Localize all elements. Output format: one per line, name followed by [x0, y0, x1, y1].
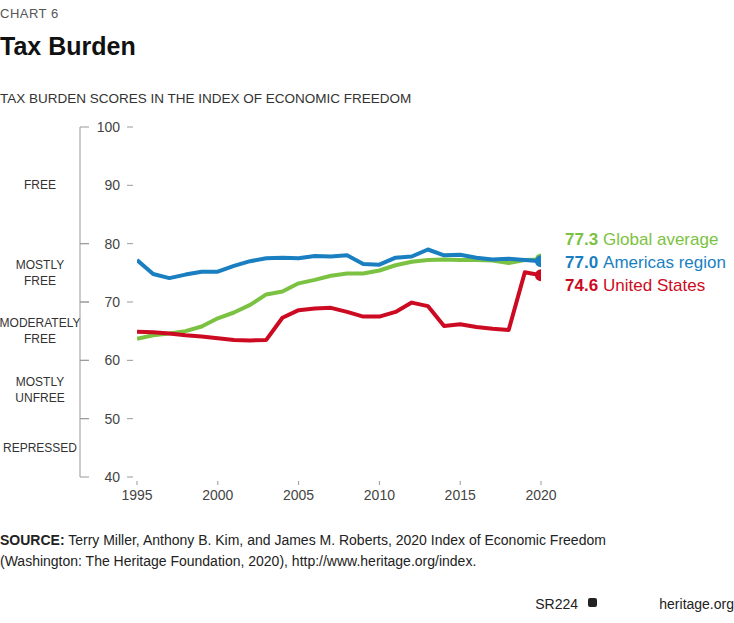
band-tick	[80, 418, 89, 419]
report-id: SR224	[535, 596, 578, 612]
end-dot	[535, 269, 541, 281]
x-tick	[460, 481, 461, 485]
y-tick	[127, 243, 133, 244]
x-tick	[217, 481, 218, 485]
band-label-line: MOSTLY	[16, 375, 64, 389]
end-value: 77.3	[565, 230, 598, 249]
source-label: SOURCE:	[0, 532, 65, 548]
y-tick-label: 90	[104, 177, 120, 193]
band-label-line: UNFREE	[15, 391, 64, 405]
site: heritage.org	[659, 596, 734, 612]
band-label: MOSTLY UNFREE	[15, 375, 64, 405]
band-label: MOSTLY FREE	[16, 258, 64, 288]
band-label-line: FREE	[24, 332, 56, 346]
plot-area	[137, 250, 541, 341]
legend-entry: 77.3 Global average	[565, 230, 718, 249]
bell-icon	[588, 598, 597, 607]
band-tick	[80, 302, 89, 303]
x-tick	[379, 481, 380, 485]
source-text: Terry Miller, Anthony B. Kim, and James …	[0, 532, 606, 569]
band-bracket	[80, 127, 81, 477]
x-tick	[137, 481, 138, 485]
band-tick	[80, 477, 89, 478]
source: SOURCE: Terry Miller, Anthony B. Kim, an…	[0, 530, 640, 572]
band-label-line: FREE	[24, 178, 56, 192]
y-tick	[127, 360, 133, 361]
subtitle: TAX BURDEN SCORES IN THE INDEX OF ECONOM…	[0, 91, 411, 106]
y-tick-label: 80	[104, 236, 120, 252]
end-value: 77.0	[565, 253, 598, 272]
band-label-line: MOSTLY	[16, 258, 64, 272]
band-tick	[80, 302, 89, 303]
band-tick	[80, 127, 89, 128]
end-value: 74.6	[565, 276, 598, 295]
series-line	[137, 272, 541, 340]
title: Tax Burden	[0, 32, 136, 60]
x-tick-label: 2005	[283, 487, 314, 503]
y-tick-label: 50	[104, 411, 120, 427]
band-label-line: REPRESSED	[3, 441, 77, 455]
x-tick-label: 2000	[202, 487, 233, 503]
series-name: United States	[603, 276, 705, 295]
band-tick	[80, 243, 89, 244]
y-tick	[127, 302, 133, 303]
y-tick	[127, 127, 133, 128]
y-tick	[127, 477, 133, 478]
series-name: Americas region	[603, 253, 726, 272]
x-tick-label: 1995	[121, 487, 152, 503]
x-tick-label: 2015	[445, 487, 476, 503]
x-tick-label: 2010	[364, 487, 395, 503]
series-name: Global average	[603, 230, 718, 249]
y-tick	[127, 185, 133, 186]
band-tick	[80, 418, 89, 419]
y-tick-label: 100	[97, 119, 121, 135]
band-label: FREE	[24, 178, 56, 192]
band-label: REPRESSED	[3, 441, 77, 455]
band-label: MODERATELY FREE	[0, 316, 80, 346]
end-dot	[535, 255, 541, 267]
x-tick	[298, 481, 299, 485]
kicker: CHART 6	[0, 6, 59, 21]
chart: CHART 6 Tax Burden TAX BURDEN SCORES IN TH…	[0, 0, 734, 623]
y-tick	[127, 418, 133, 419]
y-tick-label: 70	[104, 294, 120, 310]
band-label-line: FREE	[24, 274, 56, 288]
series-line	[137, 250, 541, 279]
band-tick	[80, 360, 89, 361]
x-tick-label: 2020	[525, 487, 556, 503]
band-tick	[80, 360, 89, 361]
y-tick-label: 60	[104, 352, 120, 368]
band-tick	[80, 243, 89, 244]
y-tick-label: 40	[104, 469, 120, 485]
x-tick	[541, 481, 542, 485]
legend-entry: 74.6 United States	[565, 276, 705, 295]
legend-entry: 77.0 Americas region	[565, 253, 726, 272]
band-label-line: MODERATELY	[0, 316, 80, 330]
